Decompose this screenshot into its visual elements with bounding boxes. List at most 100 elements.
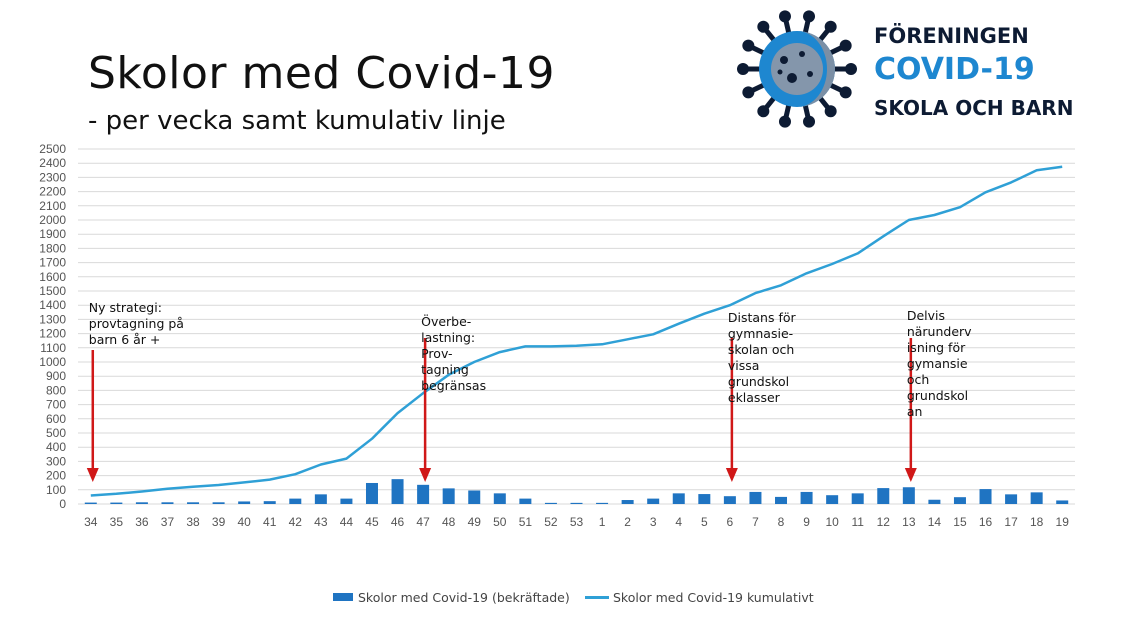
bar-week-5 bbox=[698, 494, 711, 504]
bar-week-39 bbox=[212, 502, 225, 504]
y-tick-label: 0 bbox=[59, 497, 66, 511]
bar-week-38 bbox=[187, 502, 200, 504]
y-tick-label: 1300 bbox=[39, 312, 66, 326]
bar-week-10 bbox=[826, 495, 839, 504]
bar-week-43 bbox=[314, 494, 327, 504]
y-tick-label: 1600 bbox=[39, 270, 66, 284]
bar-week-51 bbox=[519, 498, 532, 504]
bar-week-4 bbox=[672, 493, 685, 504]
cumulative-line bbox=[90, 165, 1063, 497]
x-tick-label: 11 bbox=[851, 515, 864, 529]
bar-week-14 bbox=[928, 499, 941, 504]
x-tick-label: 14 bbox=[928, 515, 942, 529]
y-tick-label: 1500 bbox=[39, 284, 66, 298]
y-tick-label: 1700 bbox=[39, 256, 66, 270]
bar-week-52 bbox=[544, 502, 557, 504]
bar-week-49 bbox=[468, 490, 481, 504]
bar-week-13 bbox=[902, 487, 915, 504]
bar-week-36 bbox=[135, 502, 148, 504]
bar-week-9 bbox=[800, 491, 813, 504]
virus-logo-icon bbox=[737, 10, 857, 128]
annotation-text: Ny strategi: provtagning på barn 6 år + bbox=[88, 300, 184, 347]
legend-line-swatch bbox=[585, 596, 609, 599]
x-tick-label: 34 bbox=[84, 515, 98, 529]
x-tick-label: 45 bbox=[365, 515, 379, 529]
x-tick-label: 49 bbox=[468, 515, 482, 529]
x-tick-label: 46 bbox=[391, 515, 405, 529]
x-tick-label: 50 bbox=[493, 515, 507, 529]
bar-week-37 bbox=[161, 502, 174, 504]
y-tick-label: 2000 bbox=[39, 213, 66, 227]
y-tick-label: 2100 bbox=[39, 199, 66, 213]
logo-line-1: FÖRENINGEN bbox=[874, 24, 1029, 48]
chart-title: Skolor med Covid-19 bbox=[88, 48, 556, 99]
bar-week-8 bbox=[775, 496, 788, 504]
y-tick-label: 800 bbox=[46, 383, 66, 397]
y-tick-label: 100 bbox=[46, 483, 66, 497]
bar-week-45 bbox=[365, 482, 378, 504]
y-tick-label: 1000 bbox=[39, 355, 66, 369]
y-tick-label: 2500 bbox=[39, 142, 66, 156]
x-tick-label: 3 bbox=[650, 515, 657, 529]
bar-week-53 bbox=[570, 502, 583, 504]
y-tick-label: 2200 bbox=[39, 185, 66, 199]
bar-week-48 bbox=[442, 488, 455, 504]
bar-week-50 bbox=[493, 493, 506, 504]
y-tick-label: 300 bbox=[46, 454, 66, 468]
bar-week-18 bbox=[1030, 492, 1043, 504]
y-tick-label: 500 bbox=[46, 426, 66, 440]
x-tick-label: 51 bbox=[519, 515, 533, 529]
x-tick-label: 1 bbox=[599, 515, 606, 529]
x-tick-label: 41 bbox=[263, 515, 277, 529]
bar-week-42 bbox=[289, 498, 302, 504]
annotation-text: Överbe- lastning: Prov- tagning begränsa… bbox=[421, 314, 487, 393]
y-tick-label: 600 bbox=[46, 412, 66, 426]
y-tick-label: 1900 bbox=[39, 227, 66, 241]
y-tick-label: 200 bbox=[46, 469, 66, 483]
x-tick-label: 16 bbox=[979, 515, 993, 529]
bar-week-11 bbox=[851, 493, 864, 504]
x-tick-label: 40 bbox=[237, 515, 251, 529]
bar-week-7 bbox=[749, 491, 762, 504]
bar-week-46 bbox=[391, 479, 404, 504]
bar-week-17 bbox=[1005, 494, 1018, 504]
bar-week-47 bbox=[417, 484, 430, 504]
legend-bar-label: Skolor med Covid-19 (bekräftade) bbox=[358, 590, 570, 605]
x-tick-label: 9 bbox=[803, 515, 810, 529]
x-tick-label: 18 bbox=[1030, 515, 1044, 529]
x-tick-label: 8 bbox=[778, 515, 785, 529]
x-tick-label: 42 bbox=[289, 515, 303, 529]
x-tick-label: 15 bbox=[953, 515, 967, 529]
bar-week-1 bbox=[596, 502, 609, 504]
y-tick-label: 700 bbox=[46, 398, 66, 412]
chart-subtitle: - per vecka samt kumulativ linje bbox=[88, 106, 506, 136]
y-tick-label: 1100 bbox=[40, 341, 66, 355]
y-tick-label: 400 bbox=[46, 440, 66, 454]
y-tick-label: 900 bbox=[46, 369, 66, 383]
x-tick-label: 52 bbox=[544, 515, 558, 529]
x-tick-label: 39 bbox=[212, 515, 226, 529]
annotation-arrowhead bbox=[904, 468, 917, 482]
logo-line-3: SKOLA OCH BARN bbox=[874, 96, 1074, 120]
bar-week-16 bbox=[979, 489, 992, 504]
x-tick-label: 17 bbox=[1004, 515, 1018, 529]
x-tick-label: 19 bbox=[1056, 515, 1070, 529]
legend-line-label: Skolor med Covid-19 kumulativt bbox=[613, 590, 814, 605]
x-tick-label: 53 bbox=[570, 515, 584, 529]
x-tick-label: 10 bbox=[825, 515, 839, 529]
x-tick-label: 43 bbox=[314, 515, 328, 529]
bar-week-40 bbox=[238, 501, 251, 504]
x-tick-label: 12 bbox=[877, 515, 891, 529]
x-tick-label: 35 bbox=[110, 515, 124, 529]
x-tick-label: 44 bbox=[340, 515, 354, 529]
bar-week-15 bbox=[953, 497, 966, 504]
x-tick-label: 47 bbox=[416, 515, 430, 529]
x-tick-label: 13 bbox=[902, 515, 916, 529]
y-tick-label: 2400 bbox=[39, 156, 66, 170]
x-tick-label: 38 bbox=[186, 515, 200, 529]
y-tick-label: 1400 bbox=[39, 298, 66, 312]
x-tick-label: 36 bbox=[135, 515, 149, 529]
logo-line-2: COVID-19 bbox=[874, 52, 1035, 87]
x-tick-label: 37 bbox=[161, 515, 175, 529]
